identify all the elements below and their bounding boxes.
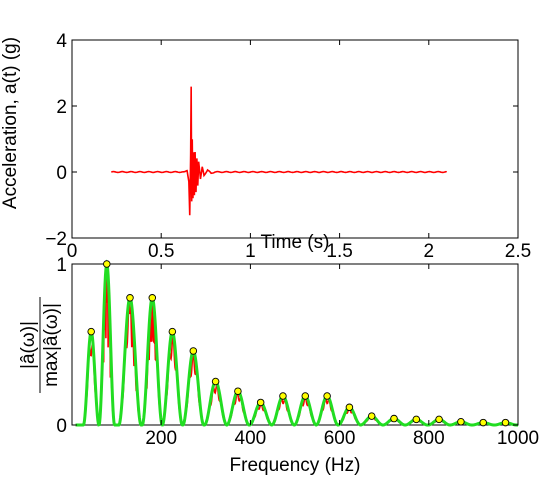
spectrum-plot-ticks: 200 400 600 800 1000 0 1 (56, 255, 539, 449)
time-plot-ytick-label: 2 (56, 97, 67, 118)
peak-marker (501, 418, 510, 427)
peak-marker (323, 392, 331, 400)
spectrum-plot-xtick-label: 400 (235, 428, 267, 449)
time-plot-xlabel: Time (s) (261, 232, 330, 253)
spectrum-plot-xtick-label: 800 (413, 428, 445, 449)
peak-marker (345, 403, 354, 412)
spectrum-series-group (75, 259, 518, 427)
time-plot-xtick-label: 1.5 (326, 241, 352, 262)
time-plot-xtick-label: 2 (424, 241, 435, 262)
peak-marker (412, 415, 421, 424)
time-plot-xtick-label: 0 (67, 241, 78, 262)
peak-marker (211, 377, 220, 386)
peak-marker (126, 294, 134, 302)
time-plot-xtick-label: 0.5 (148, 241, 174, 262)
time-plot-ytick-label: 0 (56, 163, 67, 184)
spectrum-ylabel-denominator: max|â(ω)| (41, 303, 62, 387)
peak-marker (457, 418, 465, 426)
spectrum-plot-ylabel: |â(ω)| max|â(ω)| (18, 297, 62, 393)
peak-marker (435, 415, 443, 424)
time-plot-xtick-label: 2.5 (505, 241, 531, 262)
peak-marker (189, 347, 198, 355)
peak-marker (367, 412, 376, 420)
spectrum-plot-xtick-label: 200 (145, 428, 177, 449)
time-series-group (111, 86, 448, 216)
peak-marker (279, 392, 287, 400)
peak-marker (479, 418, 487, 427)
time-plot-ytick-label: 4 (56, 31, 67, 52)
peak-marker (390, 414, 398, 423)
peak-marker (103, 260, 111, 268)
time-plot-ytick-label: −2 (45, 229, 67, 250)
spectrum-plot-xtick-label: 600 (324, 428, 356, 449)
time-plot-axes-box (71, 39, 519, 239)
spectrum-plot: 200 400 600 800 1000 0 1 Frequency (Hz) |â(ω)|… (18, 255, 539, 476)
spectrum-plot-xtick-label: 1000 (497, 428, 539, 449)
peak-marker (301, 392, 310, 400)
peak-marker (148, 294, 157, 302)
time-plot-ylabel: Acceleration, a(t) (g) (0, 37, 21, 209)
spectrum-plot-ytick-label: 0 (56, 416, 67, 437)
peak-marker (168, 327, 177, 336)
spectrum-plot-xlabel: Frequency (Hz) (230, 455, 361, 476)
peak-marker (87, 327, 95, 336)
spectrum-ylabel-numerator: |â(ω)| (18, 321, 39, 369)
spectrum-plot-ytick-label: 1 (56, 255, 67, 276)
time-plot-xtick-label: 1 (245, 241, 256, 262)
peak-marker (234, 387, 242, 395)
envelope-trace (75, 259, 518, 427)
peak-marker (256, 398, 265, 407)
acceleration-trace (111, 86, 448, 216)
